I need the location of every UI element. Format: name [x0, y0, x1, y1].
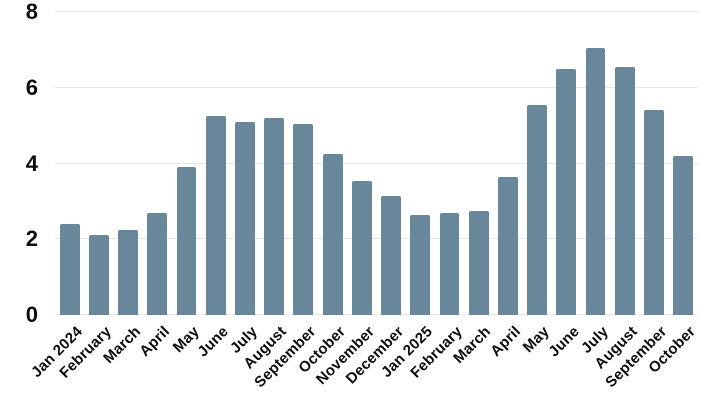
- bar-slot: Jan 2025: [378, 12, 436, 381]
- y-tick-label: 6: [25, 74, 38, 100]
- bar-slot: August: [591, 12, 641, 372]
- bar: [88, 235, 109, 315]
- bar: [527, 104, 548, 315]
- bar-slot: May: [520, 12, 553, 356]
- bar: [322, 154, 343, 315]
- bar: [556, 68, 577, 315]
- bar: [614, 66, 635, 315]
- bar-slot: October: [646, 12, 699, 377]
- bar-slot: April: [487, 12, 524, 360]
- bar-slot: March: [451, 12, 495, 367]
- bar-slot: February: [407, 12, 465, 382]
- y-tick-label: 4: [25, 150, 38, 176]
- bar: [176, 167, 197, 315]
- bar: [381, 195, 401, 315]
- bar: [468, 210, 489, 315]
- gridline: [55, 162, 698, 164]
- bar-slot: June: [545, 12, 582, 360]
- bar-slot: December: [343, 12, 407, 387]
- bar: [59, 224, 80, 315]
- bar-slot: March: [100, 12, 144, 367]
- bar: [118, 229, 138, 315]
- bar-slot: June: [194, 12, 232, 360]
- bar: [234, 121, 255, 315]
- bar-slot: Jan 2024: [28, 12, 86, 381]
- bar: [644, 110, 664, 315]
- bar-slot: September: [602, 12, 670, 391]
- bar: [264, 118, 285, 315]
- bar-slot: September: [251, 12, 319, 391]
- y-tick-label: 0: [25, 302, 38, 327]
- bar-slot: October: [295, 12, 349, 377]
- plot-area: Jan 2024 February March April May June July Aug…: [28, 11, 699, 391]
- bar-slot: July: [227, 12, 261, 357]
- bar-slot: July: [578, 12, 612, 357]
- gridline: [55, 86, 698, 88]
- bar: [439, 212, 460, 315]
- bar: [351, 180, 372, 315]
- bar: [673, 155, 694, 315]
- bar-slot: November: [313, 12, 378, 388]
- y-tick-label: 8: [25, 0, 38, 24]
- bar-slot: May: [169, 12, 203, 356]
- y-tick-label: 2: [25, 226, 38, 252]
- bar-slot: April: [136, 12, 173, 360]
- gridline: [55, 314, 698, 315]
- gridline: [55, 238, 698, 240]
- bar: [410, 214, 431, 315]
- gridline: [55, 11, 698, 12]
- bar: [497, 176, 518, 315]
- bar: [293, 123, 314, 315]
- bar-slot: August: [241, 12, 290, 372]
- bar: [205, 116, 226, 315]
- bars: Jan 2024 February March April May June July Aug…: [28, 12, 699, 391]
- bar: [585, 47, 606, 315]
- bar-slot: February: [56, 12, 115, 382]
- bar: [147, 212, 168, 315]
- y-axis: 0 2 4 6 8: [0, 1, 46, 326]
